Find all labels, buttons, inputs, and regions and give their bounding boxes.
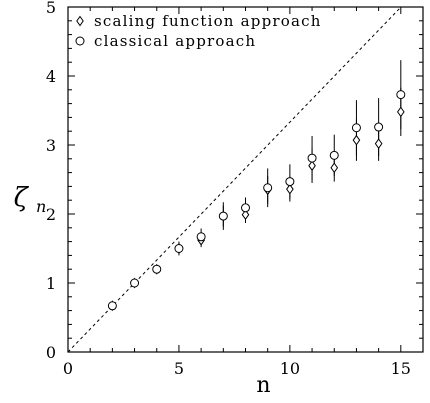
data-point-circle bbox=[196, 232, 206, 242]
data-point-circle bbox=[396, 90, 406, 100]
reference-line-layer bbox=[67, 6, 402, 353]
x-tick-label: 5 bbox=[174, 359, 184, 378]
data-point-circle bbox=[351, 123, 361, 133]
y-tick-label: 0 bbox=[46, 343, 56, 362]
reference-line bbox=[67, 6, 402, 353]
x-tick-label: 10 bbox=[280, 359, 300, 378]
data-point-diamond bbox=[352, 134, 361, 146]
data-point-circle bbox=[307, 153, 317, 163]
y-axis-label-subscript: n bbox=[36, 197, 46, 216]
data-point-diamond bbox=[241, 209, 250, 221]
axis-layer bbox=[67, 6, 424, 353]
legend-marker-circle bbox=[75, 36, 85, 46]
data-point-circle bbox=[152, 264, 162, 274]
y-tick-label: 4 bbox=[46, 67, 56, 86]
tick-layer bbox=[67, 6, 424, 353]
legend: scaling function approach classical appro… bbox=[75, 12, 322, 50]
data-point-circle bbox=[130, 278, 140, 288]
x-tick-label: 0 bbox=[63, 359, 73, 378]
x-axis-label: n bbox=[256, 373, 270, 398]
y-axis-label: ζ n bbox=[14, 183, 47, 216]
y-tick-label: 1 bbox=[46, 274, 56, 293]
data-point-diamond bbox=[374, 138, 383, 149]
data-point-diamond bbox=[396, 106, 405, 118]
legend-label: scaling function approach bbox=[94, 12, 322, 30]
data-point-circle bbox=[263, 183, 273, 193]
data-point-circle bbox=[107, 301, 117, 311]
data-point-circle bbox=[174, 244, 184, 253]
data-point-circle bbox=[374, 122, 384, 132]
y-tick-label: 2 bbox=[46, 205, 56, 224]
x-tick-label: 15 bbox=[391, 359, 411, 378]
plot-frame bbox=[67, 6, 424, 353]
tick-label-layer: 0 5 10 15 0 1 2 3 4 5 bbox=[46, 0, 411, 378]
data-point-circle bbox=[329, 150, 339, 160]
data-point-circle bbox=[218, 211, 228, 221]
legend-label: classical approach bbox=[94, 32, 256, 50]
legend-marker-diamond bbox=[76, 15, 84, 27]
y-tick-label: 3 bbox=[46, 136, 56, 155]
y-tick-label: 5 bbox=[46, 0, 56, 17]
data-point-diamond bbox=[308, 160, 316, 172]
marker-layer bbox=[107, 90, 406, 312]
data-point-circle bbox=[241, 203, 250, 213]
data-point-diamond bbox=[286, 183, 294, 195]
data-point-diamond bbox=[330, 162, 339, 174]
data-point-circle bbox=[285, 177, 295, 187]
y-axis-label-symbol: ζ bbox=[14, 183, 30, 213]
